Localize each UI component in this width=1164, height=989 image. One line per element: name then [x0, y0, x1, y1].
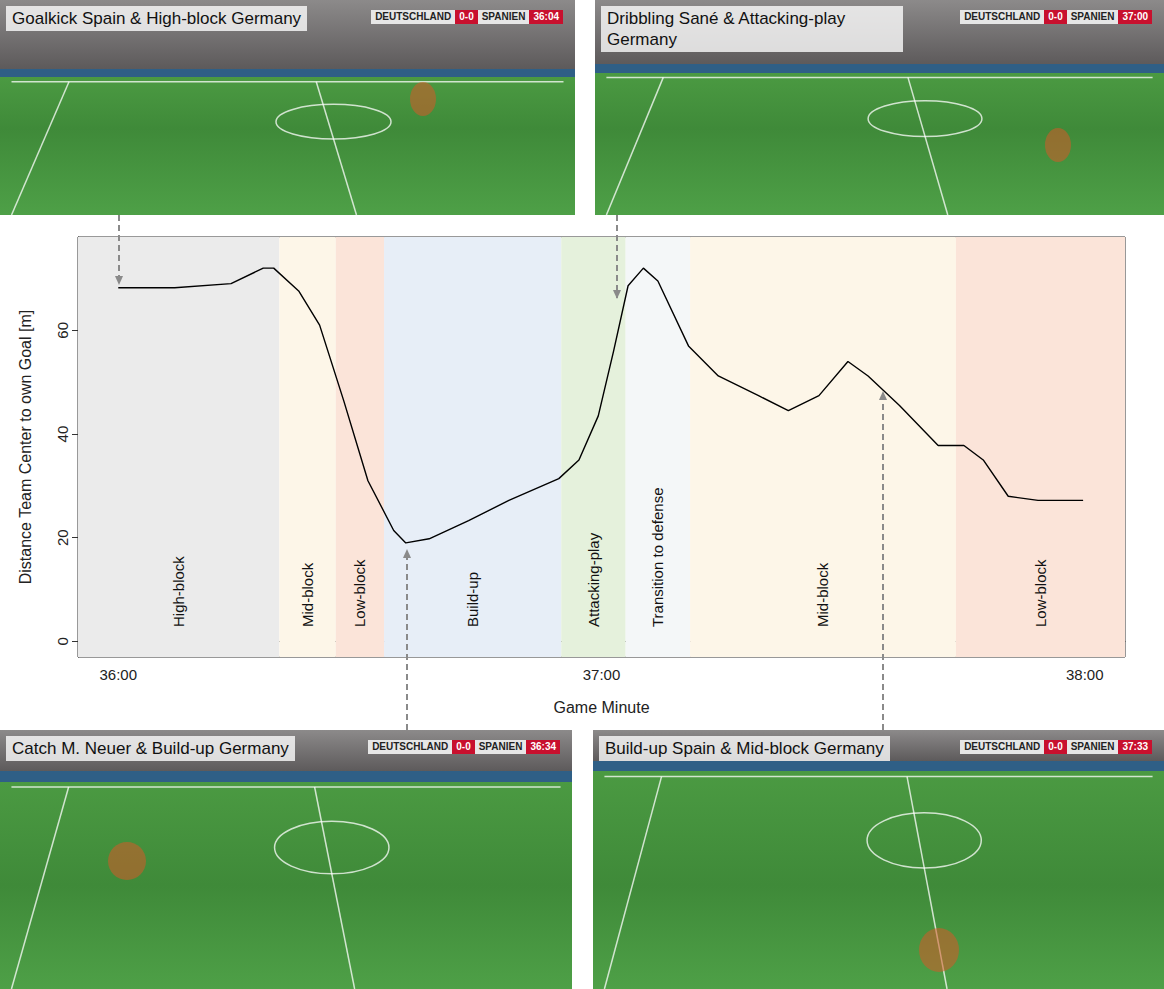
html-text:DEUTSCHLAND: DEUTSCHLAND [375, 11, 452, 22]
svg-text:Game Minute: Game Minute [553, 699, 649, 716]
html-text:SPANIEN: SPANIEN [1070, 741, 1115, 752]
html-text:0-0: 0-0 [1048, 11, 1063, 22]
html-text:36:04: 36:04 [533, 11, 559, 22]
html-text:0-0: 0-0 [459, 11, 474, 22]
html-text:DEUTSCHLAND: DEUTSCHLAND [964, 11, 1041, 22]
html-text:SPANIEN: SPANIEN [1070, 11, 1115, 22]
html-text:SPANIEN: SPANIEN [478, 741, 523, 752]
svg-text:36:00: 36:00 [99, 666, 137, 683]
html-text:SPANIEN: SPANIEN [481, 11, 526, 22]
html-text:DEUTSCHLAND: DEUTSCHLAND [372, 741, 449, 752]
svg-text:Low-block: Low-block [351, 559, 368, 627]
html-text:37:33: 37:33 [1122, 741, 1148, 752]
html-text:37:00: 37:00 [1122, 11, 1148, 22]
svg-text:Attacking-play: Attacking-play [585, 532, 602, 627]
svg-text:Mid-block: Mid-block [299, 562, 316, 627]
html-text:Dribbling Sané & Attacking-pla: Dribbling Sané & Attacking-play Germany [607, 9, 846, 49]
svg-text:40: 40 [54, 426, 71, 443]
svg-text:0: 0 [54, 637, 71, 645]
html-text:Build-up Spain & Mid-block Ger: Build-up Spain & Mid-block Germany [605, 739, 884, 758]
html-text:Catch M. Neuer & Build-up Germ: Catch M. Neuer & Build-up Germany [12, 739, 289, 758]
svg-text:38:00: 38:00 [1066, 666, 1104, 683]
html-text:DEUTSCHLAND: DEUTSCHLAND [964, 741, 1041, 752]
svg-text:Mid-block: Mid-block [814, 562, 831, 627]
svg-text:20: 20 [54, 529, 71, 546]
svg-text:Transition to defense: Transition to defense [649, 487, 666, 627]
html-text:36:34: 36:34 [530, 741, 556, 752]
html-text:0-0: 0-0 [1048, 741, 1063, 752]
html-text:0-0: 0-0 [456, 741, 471, 752]
svg-text:High-block: High-block [170, 556, 187, 627]
html-text:Goalkick Spain & High-block Ge: Goalkick Spain & High-block Germany [12, 9, 302, 28]
svg-text:37:00: 37:00 [583, 666, 621, 683]
svg-text:Build-up: Build-up [464, 572, 481, 627]
svg-text:Distance Team Center to own Go: Distance Team Center to own Goal [m] [17, 310, 34, 585]
svg-text:Low-block: Low-block [1032, 559, 1049, 627]
svg-text:60: 60 [54, 322, 71, 339]
